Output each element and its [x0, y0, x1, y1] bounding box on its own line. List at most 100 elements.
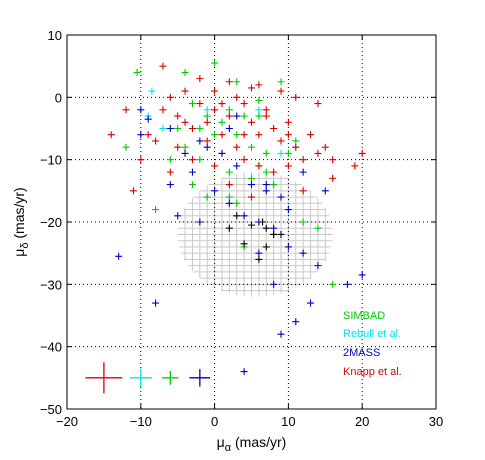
data-point-series-4 — [270, 230, 278, 238]
y-tick-label: −40 — [40, 340, 62, 355]
data-point-series-3 — [277, 87, 285, 95]
data-point-series-0 — [181, 143, 189, 151]
error-bar — [129, 368, 152, 388]
data-point-series-2 — [270, 224, 278, 232]
data-point-series-0 — [284, 149, 292, 157]
data-point-series-3 — [159, 62, 167, 70]
data-point-series-0 — [196, 156, 204, 164]
data-point-series-3 — [218, 131, 226, 139]
error-bars — [85, 362, 211, 394]
data-point-series-2 — [166, 125, 174, 132]
data-point-series-3 — [225, 181, 233, 189]
data-point-series-1 — [159, 125, 167, 132]
data-point-series-2 — [307, 299, 315, 307]
data-point-series-2 — [115, 252, 123, 260]
data-point-series-2 — [292, 318, 300, 326]
data-point-series-2 — [196, 218, 204, 226]
data-point-series-1 — [277, 149, 285, 157]
data-point-series-4 — [248, 221, 255, 229]
data-point-series-0 — [277, 78, 285, 86]
data-point-series-4 — [255, 255, 263, 263]
data-point-series-3 — [225, 112, 233, 120]
data-point-series-2 — [277, 193, 285, 201]
data-point-series-2 — [262, 187, 270, 195]
data-point-series-0 — [329, 280, 337, 288]
data-point-series-2 — [284, 206, 292, 214]
data-point-series-3 — [262, 106, 270, 114]
data-point-series-3 — [240, 156, 248, 164]
error-bar — [162, 370, 179, 385]
y-tick-label: −10 — [40, 153, 62, 168]
data-point-series-2 — [270, 280, 278, 288]
data-point-series-2 — [203, 143, 211, 151]
x-tick-label: −20 — [56, 414, 78, 429]
data-point-series-3 — [307, 131, 315, 139]
data-point-series-4 — [225, 224, 233, 232]
data-point-series-3 — [255, 81, 263, 89]
data-point-series-0 — [262, 168, 270, 176]
data-point-series-0 — [174, 125, 182, 132]
data-point-series-0 — [203, 193, 211, 201]
data-point-series-2 — [144, 115, 152, 123]
data-point-series-0 — [225, 193, 233, 201]
data-point-series-2 — [240, 368, 248, 376]
data-point-series-0 — [133, 68, 141, 76]
data-point-series-0 — [233, 199, 241, 207]
legend-entry-2mass: 2MASS — [343, 347, 380, 359]
axis-ticks: −20 −10 0 10 20 30 −50 −40 −30 −20 −10 0 10 — [40, 28, 443, 429]
data-point-series-3 — [159, 106, 167, 114]
data-point-series-3 — [166, 168, 174, 176]
data-point-series-3 — [144, 131, 152, 139]
y-tick-label: −30 — [40, 277, 62, 292]
data-point-series-3 — [181, 118, 189, 126]
data-point-series-3 — [321, 143, 329, 151]
data-point-series-2 — [343, 280, 351, 288]
data-point-series-0 — [196, 125, 204, 132]
data-point-series-3 — [129, 187, 137, 195]
data-point-series-3 — [196, 100, 204, 108]
data-point-series-3 — [203, 118, 211, 126]
data-point-series-0 — [218, 118, 226, 126]
data-point-series-3 — [152, 137, 160, 145]
data-point-series-3 — [196, 75, 204, 83]
data-point-series-3 — [292, 143, 300, 151]
data-point-series-3 — [211, 106, 219, 114]
data-point-series-4 — [262, 224, 270, 232]
x-tick-label: 20 — [355, 414, 369, 429]
data-point-series-3 — [174, 143, 182, 151]
data-point-series-2 — [299, 168, 307, 176]
data-point-series-4 — [262, 243, 270, 251]
data-point-series-3 — [248, 84, 255, 92]
data-point-series-2 — [225, 199, 233, 207]
data-point-series-2 — [240, 212, 248, 220]
data-point-series-3 — [240, 100, 248, 108]
data-point-series-2 — [314, 262, 322, 270]
data-point-series-3 — [277, 137, 285, 145]
data-point-series-3 — [203, 137, 211, 145]
data-point-series-3 — [270, 125, 278, 132]
data-point-series-3 — [248, 193, 255, 201]
data-point-series-4 — [240, 240, 248, 248]
data-point-series-3 — [225, 78, 233, 86]
data-point-series-0 — [248, 174, 255, 182]
data-point-series-3 — [166, 93, 174, 101]
data-point-series-0 — [240, 112, 248, 120]
error-bar — [85, 362, 123, 394]
data-point-series-0 — [225, 106, 233, 114]
data-point-series-0 — [262, 149, 270, 157]
data-point-series-3 — [248, 118, 255, 126]
data-point-series-2 — [321, 187, 329, 195]
data-point-series-0 — [292, 137, 300, 145]
y-tick-label: 10 — [48, 28, 62, 43]
data-point-series-3 — [122, 106, 130, 114]
data-point-series-0 — [181, 68, 189, 76]
data-point-series-3 — [284, 131, 292, 139]
data-point-series-0 — [188, 181, 196, 189]
data-point-series-2 — [196, 137, 204, 145]
data-point-series-2 — [233, 162, 241, 170]
data-point-series-2 — [248, 181, 255, 189]
data-point-series-0 — [203, 112, 211, 120]
data-point-series-0 — [255, 96, 263, 104]
data-point-series-2 — [233, 112, 241, 120]
data-point-series-3 — [329, 156, 337, 164]
